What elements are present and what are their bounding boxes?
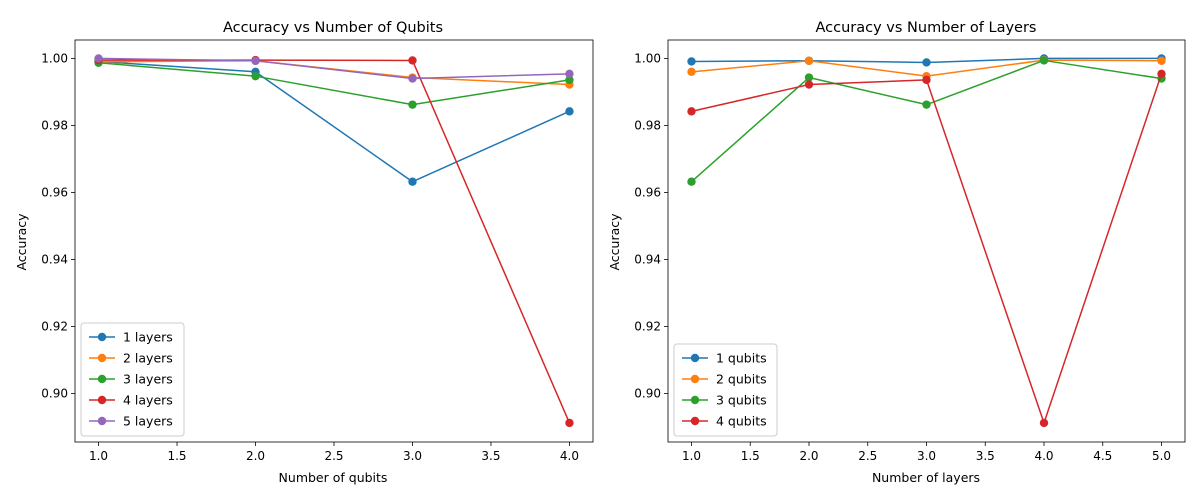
data-point <box>1157 56 1166 65</box>
data-point <box>408 56 417 65</box>
x-tick-label: 4.0 <box>1034 449 1053 463</box>
data-point <box>565 418 574 428</box>
legend-label: 2 layers <box>123 351 173 366</box>
legend-label: 1 layers <box>123 330 173 345</box>
data-point <box>1039 418 1049 428</box>
chart-accuracy-vs-qubits: Accuracy vs Number of Qubits Number of q… <box>14 20 594 485</box>
x-axis-label: Number of qubits <box>279 470 388 485</box>
series-line <box>98 60 570 183</box>
series-line <box>98 62 570 106</box>
legend-marker <box>690 353 700 363</box>
data-point <box>687 67 696 77</box>
y-tick-label: 0.94 <box>41 252 68 266</box>
data-point <box>804 73 814 82</box>
legend-label: 3 qubits <box>716 393 767 408</box>
legend-label: 4 layers <box>123 393 173 408</box>
plot-frame <box>667 39 1186 443</box>
x-tick-label: 5.0 <box>1152 449 1171 463</box>
x-tick-label: 1.0 <box>682 449 701 463</box>
x-tick-label: 3.0 <box>403 449 422 463</box>
x-tick-label: 2.5 <box>858 449 877 463</box>
data-point <box>251 56 260 65</box>
data-point <box>922 75 931 85</box>
legend-marker <box>690 416 700 426</box>
legend-marker <box>97 374 107 384</box>
legend-marker <box>97 332 107 342</box>
legend-marker <box>690 374 700 384</box>
x-tick-label: 1.0 <box>89 449 108 463</box>
chart-title: Accuracy vs Number of Layers <box>816 20 1037 36</box>
legend <box>80 322 185 437</box>
x-tick-label: 2.0 <box>799 449 818 463</box>
data-point <box>94 54 103 63</box>
data-point <box>804 56 814 65</box>
legend-label: 3 layers <box>123 372 173 387</box>
legend-marker <box>97 395 107 405</box>
data-point <box>251 71 260 81</box>
y-tick-label: 0.96 <box>634 185 661 199</box>
data-point <box>408 74 417 83</box>
x-tick-label: 2.0 <box>246 449 265 463</box>
y-tick-label: 0.90 <box>634 386 661 400</box>
y-tick-label: 0.98 <box>41 118 68 132</box>
y-tick-label: 1.00 <box>41 51 68 65</box>
x-tick-label: 3.5 <box>481 449 500 463</box>
y-axis-label: Accuracy <box>607 213 622 271</box>
legend <box>673 343 778 437</box>
legend-marker <box>97 416 107 426</box>
series-line <box>98 60 570 86</box>
data-point <box>922 58 931 67</box>
legend-marker <box>690 395 700 405</box>
data-point <box>565 69 574 79</box>
y-tick-label: 0.92 <box>634 319 661 333</box>
legend-label: 2 qubits <box>716 372 767 387</box>
y-axis-label: Accuracy <box>14 213 29 271</box>
x-tick-label: 4.0 <box>560 449 579 463</box>
x-tick-label: 4.5 <box>1093 449 1112 463</box>
data-point <box>687 177 696 186</box>
x-tick-label: 3.5 <box>976 449 995 463</box>
legend-marker <box>97 353 107 363</box>
y-tick-label: 0.94 <box>634 252 661 266</box>
data-point <box>565 107 574 116</box>
chart-accuracy-vs-layers: Accuracy vs Number of Layers Number of l… <box>607 20 1186 485</box>
y-tick-label: 0.92 <box>41 319 68 333</box>
data-point <box>408 100 417 109</box>
data-point <box>1157 69 1166 79</box>
x-tick-label: 1.5 <box>741 449 760 463</box>
x-axis-label: Number of layers <box>872 470 980 485</box>
data-point <box>922 100 931 109</box>
data-point <box>687 107 696 116</box>
data-point <box>408 177 417 186</box>
x-tick-label: 1.5 <box>167 449 186 463</box>
legend-label: 1 qubits <box>716 351 767 366</box>
data-point <box>687 57 696 66</box>
y-tick-label: 0.90 <box>41 386 68 400</box>
plot-frame <box>74 39 594 443</box>
y-tick-label: 0.98 <box>634 118 661 132</box>
data-point <box>1039 56 1049 65</box>
y-tick-label: 1.00 <box>634 51 661 65</box>
y-tick-label: 0.96 <box>41 185 68 199</box>
data-point <box>565 75 574 85</box>
series-line <box>98 57 570 80</box>
data-point <box>804 80 814 89</box>
x-tick-label: 3.0 <box>917 449 936 463</box>
legend-label: 4 qubits <box>716 414 767 429</box>
x-tick-label: 2.5 <box>324 449 343 463</box>
chart-title: Accuracy vs Number of Qubits <box>223 20 443 36</box>
legend-label: 5 layers <box>123 414 173 429</box>
